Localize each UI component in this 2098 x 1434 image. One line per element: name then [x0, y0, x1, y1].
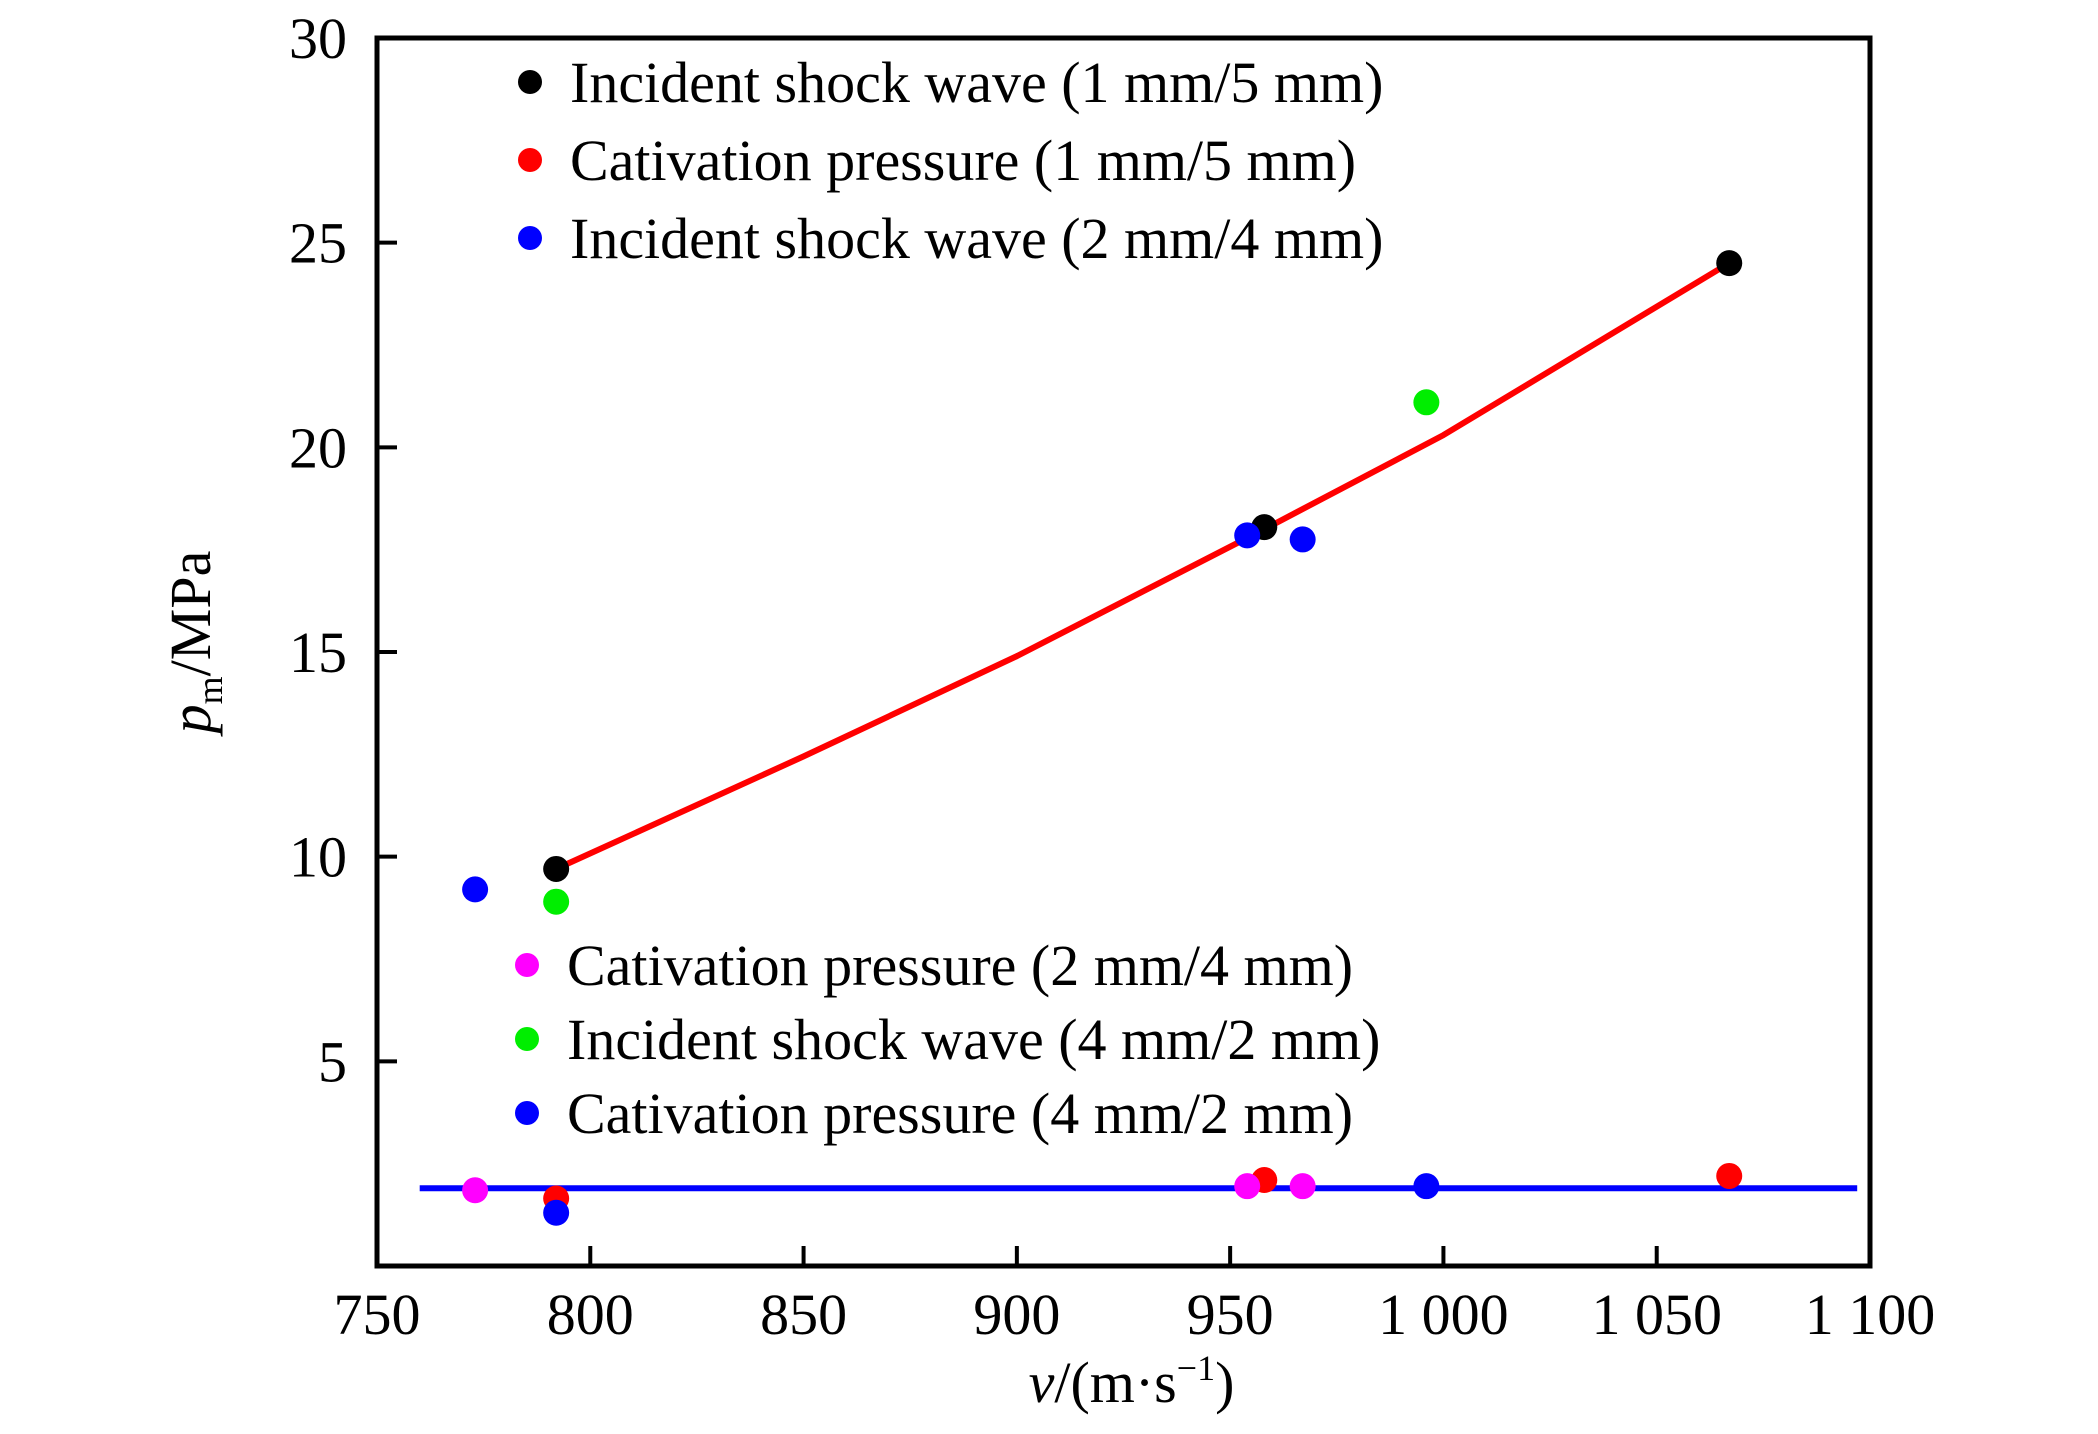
legend-label: Cativation pressure (2 mm/4 mm) — [567, 933, 1353, 998]
y-axis-label-unit: /MPa — [158, 551, 223, 677]
x-axis-label-close: ) — [1215, 1350, 1234, 1415]
data-point-series-1 — [1716, 250, 1743, 277]
x-axis-label-unit: /(m·s — [1054, 1350, 1176, 1415]
x-axis-label-var: v — [1029, 1350, 1055, 1415]
x-tick-label: 1 000 — [1378, 1282, 1509, 1347]
legend-label: Cativation pressure (4 mm/2 mm) — [567, 1081, 1353, 1146]
legend-marker — [518, 70, 542, 94]
data-point-series-3 — [1289, 526, 1316, 553]
legend-marker — [515, 1101, 539, 1125]
data-point-series-5 — [543, 888, 570, 915]
y-axis-label-var: p — [158, 704, 223, 737]
data-points — [462, 250, 1743, 1226]
data-point-series-5 — [1413, 389, 1440, 416]
y-tick-label: 10 — [289, 825, 347, 890]
x-tick-label: 850 — [760, 1282, 847, 1347]
x-tick-label: 1 050 — [1591, 1282, 1722, 1347]
x-axis-label-sup: −1 — [1177, 1348, 1215, 1388]
x-tick-label: 900 — [973, 1282, 1060, 1347]
legend-marker — [518, 226, 542, 250]
x-tick-label: 1 100 — [1805, 1282, 1936, 1347]
data-point-series-2 — [1716, 1162, 1743, 1189]
data-point-series-4 — [1234, 1173, 1261, 1200]
data-point-series-6 — [543, 1199, 570, 1226]
x-tick-label: 950 — [1187, 1282, 1274, 1347]
data-point-series-1 — [543, 855, 570, 882]
x-tick-label: 800 — [547, 1282, 634, 1347]
legend: Incident shock wave (1 mm/5 mm) Cativatio… — [515, 50, 1383, 1146]
y-axis-ticks: 5 10 15 20 25 30 — [289, 6, 397, 1094]
x-axis-ticks: 750 800 850 900 950 1 000 1 050 1 100 — [334, 1246, 1936, 1347]
data-point-series-4 — [462, 1177, 489, 1204]
x-tick-label: 750 — [334, 1282, 421, 1347]
y-tick-label: 5 — [318, 1029, 347, 1094]
fit-line-1 — [554, 260, 1731, 872]
data-point-series-4 — [1289, 1173, 1316, 1200]
y-tick-label: 30 — [289, 6, 347, 71]
legend-label: Cativation pressure (1 mm/5 mm) — [570, 128, 1356, 193]
data-point-series-3 — [1234, 522, 1261, 549]
legend-label: Incident shock wave (1 mm/5 mm) — [570, 50, 1383, 115]
y-axis-label-sub: m — [190, 676, 230, 704]
legend-marker — [518, 148, 542, 172]
data-point-series-3 — [462, 876, 489, 903]
legend-label: Incident shock wave (4 mm/2 mm) — [567, 1007, 1380, 1072]
y-tick-label: 25 — [289, 211, 347, 276]
y-tick-label: 15 — [289, 620, 347, 685]
legend-marker — [515, 1027, 539, 1051]
y-tick-label: 20 — [289, 415, 347, 480]
y-axis-label: pm/MPa — [158, 551, 230, 738]
fit-lines — [419, 260, 1858, 1192]
data-point-series-6 — [1413, 1173, 1440, 1200]
legend-label: Incident shock wave (2 mm/4 mm) — [570, 206, 1383, 271]
x-axis-label: v/(m·s−1) — [1029, 1348, 1235, 1415]
legend-marker — [515, 953, 539, 977]
